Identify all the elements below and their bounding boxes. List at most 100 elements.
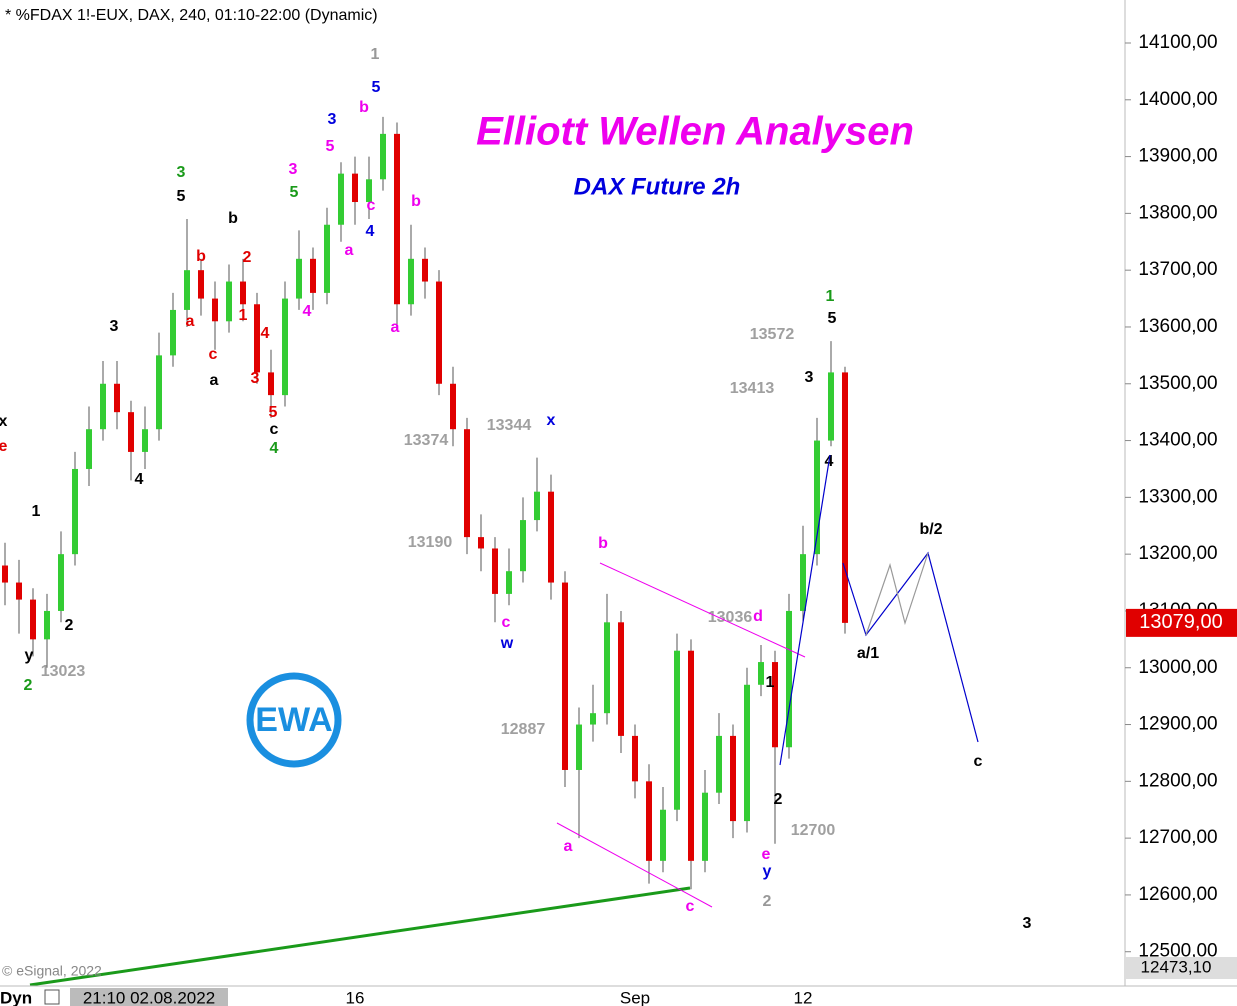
wave-label: 13572	[750, 326, 795, 343]
wave-label: c	[367, 197, 376, 214]
wave-label: 3	[1023, 915, 1032, 932]
wave-label: b	[228, 210, 238, 227]
wave-label: x	[0, 413, 8, 430]
wave-label: c	[686, 898, 695, 915]
candle-body	[744, 684, 750, 822]
y-tick-label: 12700,00	[1138, 827, 1217, 848]
candle-body	[310, 258, 316, 293]
candle-body	[30, 599, 36, 640]
wave-label: 2	[763, 893, 772, 910]
candle-body	[128, 412, 134, 452]
wave-label: b	[411, 193, 421, 210]
candle-body	[240, 281, 246, 305]
wave-label: a	[345, 242, 354, 259]
candle-body	[282, 298, 288, 396]
y-tick-label: 13000,00	[1138, 657, 1217, 678]
wave-label: 1	[826, 288, 835, 305]
candle-body	[478, 537, 484, 549]
symbol-header: * %FDAX 1!-EUX, DAX, 240, 01:10-22:00 (D…	[5, 7, 378, 24]
wave-label: 5	[269, 404, 278, 421]
candle-body	[380, 133, 386, 180]
candle-body	[198, 270, 204, 299]
wave-label: e	[0, 438, 8, 455]
wave-label: a	[564, 838, 573, 855]
wave-label: 1	[371, 46, 380, 63]
copyright: © eSignal, 2022	[2, 963, 102, 979]
candle-body	[534, 491, 540, 521]
wave-label: y	[25, 647, 34, 664]
candle-body	[296, 258, 302, 299]
x-tick-label: Sep	[620, 988, 650, 1006]
wave-label: c	[502, 614, 511, 631]
wave-label: 2	[65, 617, 74, 634]
axes: 12500,00 12600,00 12700,00 12800,00 12900,00…	[346, 32, 1237, 1006]
candle-body	[674, 650, 680, 810]
cursor-time: 21:10 02.08.2022	[83, 988, 215, 1006]
wave-label: 13023	[41, 663, 86, 680]
wave-label: 13344	[487, 417, 532, 434]
candle-body	[170, 309, 176, 356]
candle-body	[226, 281, 232, 322]
candle-body	[86, 429, 92, 469]
candle-body	[716, 735, 722, 793]
candle-body	[576, 724, 582, 770]
wave-label: 5	[290, 184, 299, 201]
wave-label: 1	[32, 503, 41, 520]
candle-body	[142, 429, 148, 452]
candle-body	[562, 582, 568, 770]
y-tick-label: 13600,00	[1138, 316, 1217, 337]
y-tick-label: 13300,00	[1138, 486, 1217, 507]
wave-label: 5	[326, 138, 335, 155]
wave-label: d	[753, 608, 763, 625]
y-tick-label: 12600,00	[1138, 884, 1217, 905]
wave-label: 2	[24, 677, 33, 694]
wave-label: 13036	[708, 609, 753, 626]
candle-body	[506, 571, 512, 594]
lock-icon[interactable]	[44, 989, 60, 1005]
candle-body	[618, 622, 624, 736]
candle-body	[464, 429, 470, 538]
candle-body	[156, 355, 162, 430]
y-tick-label: 13800,00	[1138, 202, 1217, 223]
wave-label: 13413	[730, 380, 775, 397]
channel-line	[556, 822, 713, 908]
wave-label: 3	[177, 164, 186, 181]
wave-label: b/2	[919, 521, 942, 538]
candle-body	[366, 179, 372, 203]
y-tick-label: 13400,00	[1138, 430, 1217, 451]
wave-label: 4	[135, 471, 144, 488]
candle-body	[212, 298, 218, 322]
cursor-box	[70, 988, 228, 1006]
y-tick-label: 13700,00	[1138, 259, 1217, 280]
candle-body	[492, 548, 498, 594]
wave-label: b	[598, 535, 608, 552]
candle-body	[842, 372, 848, 623]
x-axis-panel	[0, 986, 1237, 1006]
candle-body	[450, 383, 456, 430]
trend-line	[29, 886, 691, 987]
candle-body	[114, 383, 120, 413]
candle-body	[772, 662, 778, 748]
candle-body	[814, 440, 820, 555]
wave-label: c	[974, 753, 983, 770]
wave-label: 3	[328, 111, 337, 128]
wave-label: x	[547, 412, 556, 429]
channel-line	[599, 562, 806, 658]
candle-body	[184, 270, 190, 310]
y-tick-label: 13200,00	[1138, 543, 1217, 564]
wave-label: 3	[251, 370, 260, 387]
wave-label: e	[762, 846, 771, 863]
wave-label: 12700	[791, 822, 836, 839]
candle-body	[590, 713, 596, 725]
wave-label: b	[196, 248, 206, 265]
y-tick-label: 12500,00	[1138, 941, 1217, 962]
candle-body	[352, 173, 358, 203]
wave-label: c	[270, 421, 279, 438]
wave-label: w	[500, 635, 514, 652]
candle-body	[100, 383, 106, 430]
wave-label: y	[763, 863, 772, 880]
candle-body	[730, 735, 736, 822]
